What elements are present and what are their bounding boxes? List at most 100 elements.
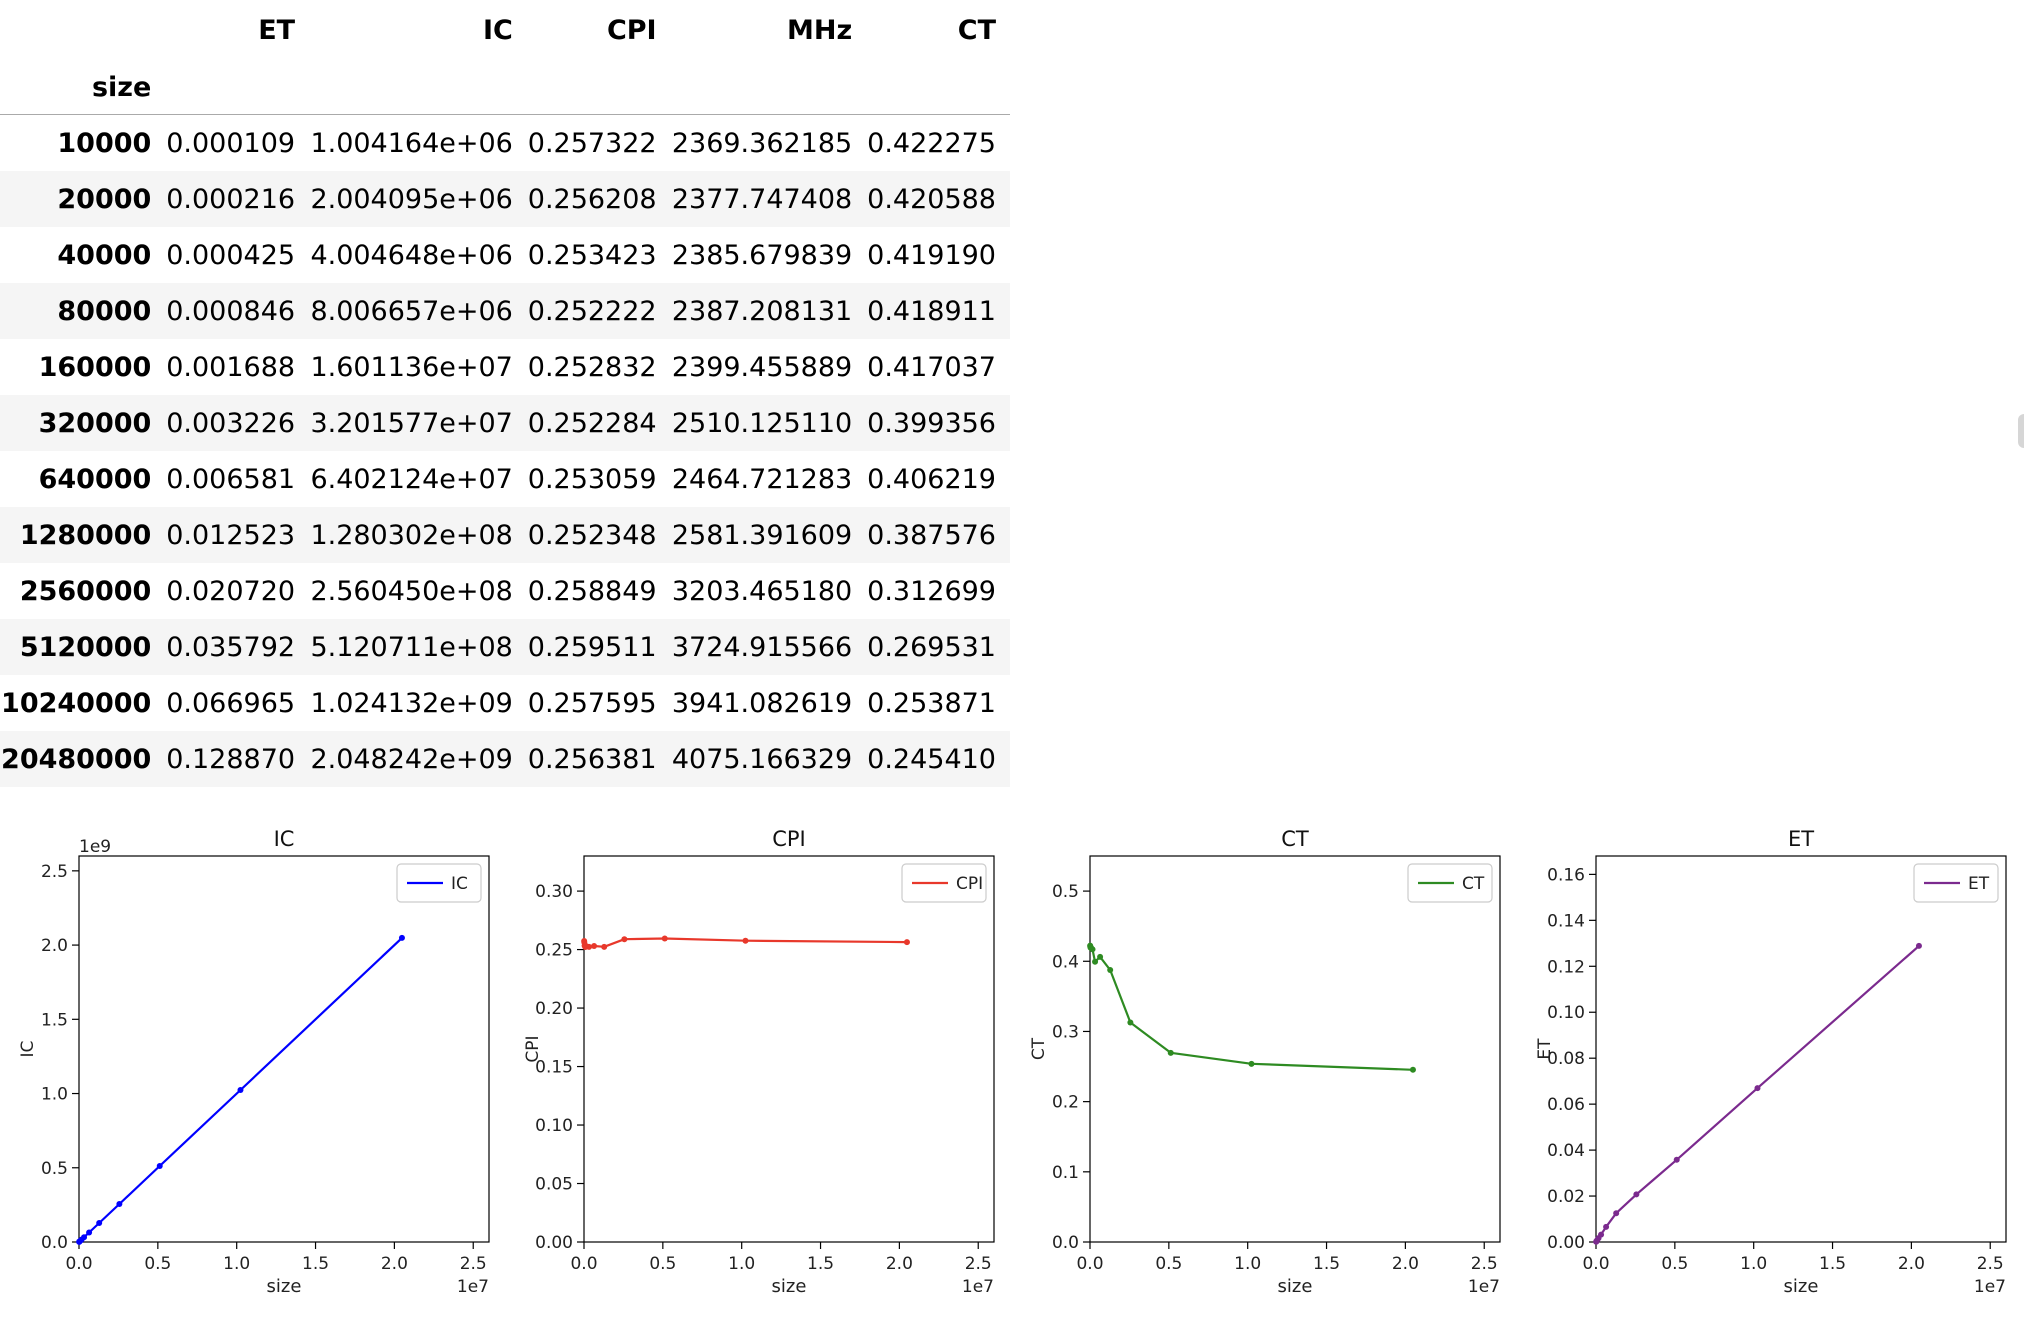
data-point: [1633, 1191, 1640, 1198]
y-tick-label: 0.0: [1052, 1233, 1079, 1253]
table-row: 10000 0.000109 1.004164e+06 0.257322 2369.36…: [0, 115, 1010, 172]
chart-title: ET: [1788, 827, 1814, 851]
data-point: [237, 1086, 244, 1093]
row-index-label: 5120000: [19, 631, 152, 663]
table-row: 640000 0.006581 6.402124e+07 0.253059 2464.7…: [0, 451, 1010, 507]
y-tick-label: 0.4: [1052, 952, 1079, 972]
x-tick-label: 2.5: [460, 1254, 487, 1274]
cell-cpi: 0.253059: [527, 463, 657, 495]
cell-ic: 3.201577e+07: [310, 407, 513, 439]
y-tick-label: 0.25: [535, 941, 573, 961]
cell-ct: 0.253871: [867, 687, 996, 719]
column-header-et: ET: [258, 14, 296, 46]
column-header-row: ET IC CPI MHz CT: [0, 0, 1010, 60]
table-row: 40000 0.000425 4.004648e+06 0.253423 2385.67…: [0, 227, 1010, 283]
column-header-ic: IC: [482, 14, 513, 46]
cell-cpi: 0.253423: [527, 239, 657, 271]
data-point: [621, 936, 628, 943]
y-tick-label: 1.5: [41, 1010, 68, 1030]
chart-cpi: 0.0 0.5 1.0 1.5 2.0 2.5 0.00 0.05 0.10 0.15 0.20 0.…: [523, 827, 995, 1297]
cell-ic: 1.004164e+06: [310, 127, 513, 159]
data-point: [1092, 958, 1099, 965]
data-point: [742, 937, 749, 944]
plot-frame: [1089, 855, 1501, 1243]
y-tick-label: 0.10: [535, 1116, 573, 1136]
data-point: [601, 943, 608, 950]
x-tick-label: 0.0: [1582, 1254, 1609, 1274]
plots-panel: 0.0 0.5 1.0 1.5 2.0 2.5 0.0 0.5 1.0 1.5 2.0 2.5 IC si…: [18, 827, 2007, 1297]
cell-ic: 8.006657e+06: [310, 295, 513, 327]
cell-ic: 6.402124e+07: [310, 463, 513, 495]
y-tick-label: 0.04: [1547, 1141, 1585, 1161]
cell-cpi: 0.256208: [527, 183, 657, 215]
y-axis-label: CT: [1029, 1037, 1049, 1060]
data-point: [1167, 1049, 1174, 1056]
x-tick-label: 2.0: [1392, 1254, 1419, 1274]
cell-ic: 1.280302e+08: [310, 519, 513, 551]
cell-ic: 2.048242e+09: [310, 743, 513, 775]
row-index-label: 640000: [38, 463, 152, 495]
header-blank: [670, 60, 867, 115]
cell-ct: 0.422275: [867, 127, 996, 159]
cell-mhz: 3203.465180: [671, 575, 853, 607]
data-point: [661, 935, 668, 942]
cell-mhz: 2581.391609: [671, 519, 853, 551]
cell-ic: 1.024132e+09: [310, 687, 513, 719]
y-tick-label: 0.12: [1547, 957, 1585, 977]
cell-ic: 2.004095e+06: [310, 183, 513, 215]
x-tick-label: 2.0: [381, 1254, 408, 1274]
y-offset-label: 1e9: [79, 837, 111, 857]
data-point: [1598, 1231, 1605, 1238]
data-point: [1089, 946, 1096, 953]
x-tick-label: 0.5: [1661, 1254, 1688, 1274]
y-tick-label: 0.00: [535, 1233, 573, 1253]
cell-mhz: 3724.915566: [671, 631, 853, 663]
legend-label: ET: [1968, 874, 1990, 894]
row-index-label: 10240000: [1, 687, 152, 719]
cell-et: 0.000425: [166, 239, 296, 271]
data-point: [1915, 942, 1922, 949]
cell-ct: 0.245410: [867, 743, 996, 775]
cell-et: 0.000846: [166, 295, 296, 327]
x-tick-label: 0.5: [649, 1254, 676, 1274]
x-tick-label: 1.0: [728, 1254, 755, 1274]
x-offset-label: 1e7: [962, 1277, 994, 1297]
table-row: 1280000 0.012523 1.280302e+08 0.252348 2581.…: [0, 507, 1010, 563]
series-line: [1089, 945, 1414, 1071]
plot-frame: [1595, 855, 2007, 1243]
cell-ic: 2.560450e+08: [310, 575, 513, 607]
x-tick-label: 2.0: [1898, 1254, 1925, 1274]
cell-cpi: 0.252832: [527, 351, 657, 383]
table-row: 80000 0.000846 8.006657e+06 0.252222 2387.20…: [0, 283, 1010, 339]
cell-ct: 0.420588: [867, 183, 996, 215]
header-blank: [0, 0, 165, 60]
cell-et: 0.066965: [166, 687, 296, 719]
y-tick-label: 0.5: [1052, 882, 1079, 902]
y-tick-label: 0.0: [41, 1233, 68, 1253]
cell-cpi: 0.252348: [527, 519, 657, 551]
row-index-label: 320000: [38, 407, 152, 439]
data-point: [156, 1162, 163, 1169]
x-tick-label: 2.5: [1977, 1254, 2004, 1274]
x-tick-label: 0.0: [65, 1254, 92, 1274]
table-row: 2560000 0.020720 2.560450e+08 0.258849 3203.…: [0, 563, 1010, 619]
row-index-label: 10000: [57, 127, 152, 159]
x-tick-label: 1.5: [807, 1254, 834, 1274]
cell-mhz: 2369.362185: [671, 127, 853, 159]
cell-ct: 0.387576: [867, 519, 996, 551]
y-tick-label: 0.30: [535, 882, 573, 902]
y-tick-label: 2.5: [41, 862, 68, 882]
cell-ct: 0.312699: [867, 575, 996, 607]
cell-ct: 0.399356: [867, 407, 996, 439]
cell-cpi: 0.252222: [527, 295, 657, 327]
cell-ic: 5.120711e+08: [310, 631, 513, 663]
data-point: [86, 1229, 93, 1236]
cell-ct: 0.269531: [867, 631, 996, 663]
column-header-ct: CT: [957, 14, 996, 46]
x-offset-label: 1e7: [1974, 1277, 2006, 1297]
y-axis-label: IC: [18, 1041, 38, 1058]
y-axis-label: ET: [1535, 1038, 1555, 1060]
scrollbar-edge[interactable]: [2018, 414, 2024, 448]
x-offset-label: 1e7: [1468, 1277, 1500, 1297]
dataframe-table: ET IC CPI MHz CT size 10000 0.000109 1.004…: [0, 0, 1010, 787]
